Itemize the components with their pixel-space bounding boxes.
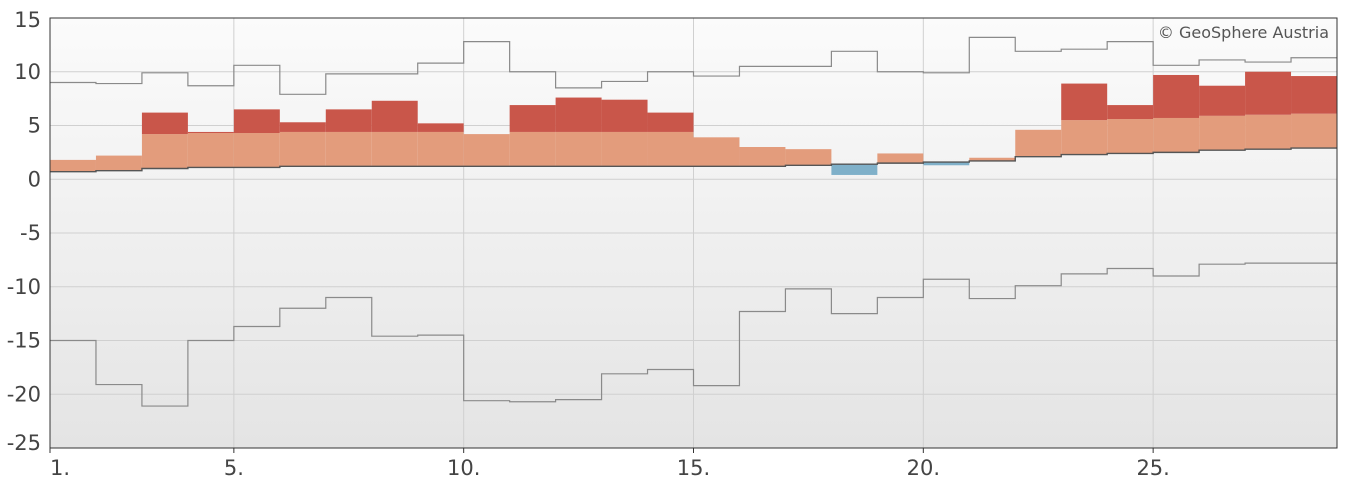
anomaly-bar-above	[1245, 71, 1292, 115]
x-tick-label: 5.	[224, 456, 244, 480]
anomaly-bar-above-base	[1291, 113, 1337, 149]
anomaly-bar-above-base	[371, 131, 418, 167]
anomaly-bar-above-base	[1199, 115, 1246, 151]
anomaly-bar-above-base	[969, 157, 1016, 161]
anomaly-bar-above-base	[877, 153, 924, 164]
y-tick-label: 10	[14, 60, 41, 84]
anomaly-bar-above	[233, 109, 280, 134]
anomaly-bar-above-base	[1153, 117, 1200, 153]
x-tick-label: 10.	[447, 456, 480, 480]
anomaly-bar-above-base	[95, 155, 142, 171]
anomaly-bar-above	[325, 109, 372, 132]
anomaly-bar-above	[509, 105, 556, 132]
y-tick-label: -20	[7, 382, 41, 406]
anomaly-bar-above-base	[785, 149, 832, 166]
anomaly-bar-above-base	[601, 131, 648, 167]
data-areas	[50, 71, 1337, 175]
y-tick-label: 5	[28, 114, 41, 138]
anomaly-bar-above-base	[325, 131, 372, 167]
anomaly-bar-above-base	[141, 134, 188, 169]
y-axis-ticks: 15 10 5 0 -5 -10 -15 -20 -25	[7, 8, 41, 455]
anomaly-bar-above	[1153, 74, 1200, 118]
x-tick-label: 20.	[907, 456, 940, 480]
x-tick-label: 1.	[50, 456, 70, 480]
anomaly-bar-above	[371, 100, 418, 132]
y-tick-label: 0	[28, 167, 41, 191]
anomaly-bar-above-base	[233, 133, 280, 168]
anomaly-bar-above-base	[1061, 120, 1108, 155]
upper-extreme-line	[50, 36, 1337, 95]
anomaly-bar-above	[279, 122, 326, 132]
copyright-label: © GeoSphere Austria	[1158, 23, 1329, 42]
y-tick-label: 15	[14, 8, 41, 32]
mean-line	[50, 147, 1337, 173]
lower-extreme-line	[50, 262, 1337, 407]
anomaly-bar-above-base	[647, 131, 694, 167]
anomaly-bar-above-base	[555, 131, 602, 167]
anomaly-bar-above	[601, 99, 648, 132]
anomaly-bar-above	[1061, 83, 1108, 121]
y-tick-label: -10	[7, 275, 41, 299]
anomaly-bar-above	[417, 123, 464, 132]
anomaly-bar-above	[1199, 85, 1246, 116]
anomaly-bar-below	[923, 162, 970, 166]
anomaly-bar-above-base	[1245, 114, 1292, 150]
anomaly-bar-above-base	[187, 133, 234, 168]
anomaly-bar-above	[141, 112, 188, 135]
anomaly-bar-above	[187, 131, 234, 134]
anomaly-bar-above-base	[1015, 129, 1062, 157]
x-tick-label: 25.	[1136, 456, 1169, 480]
anomaly-bar-below	[831, 164, 878, 175]
anomaly-bar-above-base	[417, 131, 464, 167]
anomaly-bar-above	[647, 112, 694, 132]
anomaly-bar-above-base	[50, 159, 96, 172]
y-tick-label: -25	[7, 431, 41, 455]
anomaly-bar-above	[555, 97, 602, 132]
x-axis-ticks: 1. 5. 10. 15. 20. 25.	[49, 448, 1170, 480]
anomaly-bar-above-base	[1107, 119, 1154, 154]
anomaly-bar-above-base	[509, 131, 556, 167]
anomaly-bar-above	[1291, 76, 1337, 114]
anomaly-bar-above	[1107, 105, 1154, 120]
y-tick-label: -15	[7, 329, 41, 353]
anomaly-bar-above-base	[463, 134, 510, 167]
data-lines	[50, 36, 1337, 407]
y-tick-label: -5	[20, 221, 41, 245]
anomaly-bar-above-base	[693, 137, 740, 167]
anomaly-bar-above-base	[739, 147, 786, 167]
anomaly-bar-above-base	[279, 131, 326, 167]
x-tick-label: 15.	[677, 456, 710, 480]
